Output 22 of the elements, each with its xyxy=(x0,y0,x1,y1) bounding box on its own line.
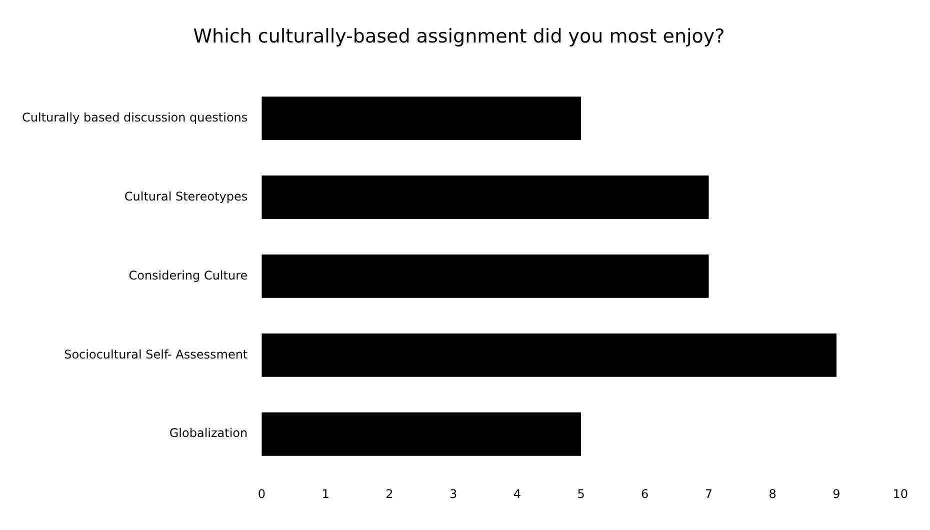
y-tick-label: Culturally based discussion questions xyxy=(22,110,248,124)
y-tick-label: Cultural Stereotypes xyxy=(124,189,248,204)
x-tick-label: 1 xyxy=(322,486,330,501)
x-tick-label: 3 xyxy=(449,486,458,501)
y-tick-label: Considering Culture xyxy=(128,268,248,282)
bar xyxy=(262,96,581,140)
bar xyxy=(262,412,581,456)
y-tick-label: Sociocultural Self- Assessment xyxy=(64,347,248,362)
chart-title: Which culturally-based assignment did you most enjoy? xyxy=(193,25,725,48)
x-tick-label: 0 xyxy=(258,486,266,501)
bar xyxy=(262,333,836,377)
x-tick-label: 6 xyxy=(641,486,649,501)
x-tick-label: 8 xyxy=(768,486,776,501)
x-tick-label: 2 xyxy=(386,486,394,501)
x-tick-label: 10 xyxy=(892,486,908,501)
x-tick-label: 7 xyxy=(704,486,713,501)
bar xyxy=(262,176,709,219)
x-tick-label: 5 xyxy=(577,486,585,501)
y-tick-label: Globalization xyxy=(169,426,248,440)
x-tick-label: 4 xyxy=(513,486,521,501)
bar xyxy=(262,254,709,298)
x-tick-label: 9 xyxy=(832,486,840,501)
